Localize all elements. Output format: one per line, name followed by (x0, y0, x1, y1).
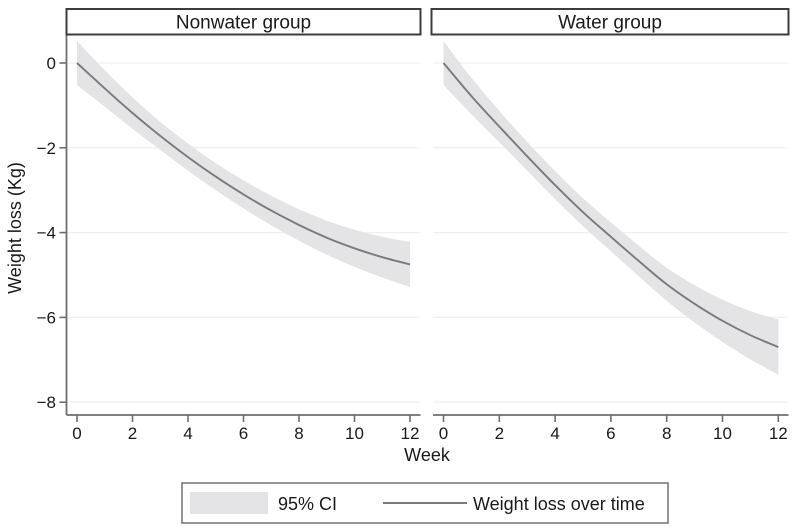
y-tick-label: −8 (37, 393, 56, 412)
panel-title-water: Water group (558, 13, 662, 34)
x-tick-label: 8 (294, 424, 303, 443)
y-tick-label: −6 (37, 308, 56, 327)
panel-title-nonwater: Nonwater group (176, 13, 311, 34)
x-tick-label: 0 (439, 424, 448, 443)
x-tick-label: 0 (72, 424, 81, 443)
legend-ci-label: 95% CI (278, 494, 337, 514)
y-tick-label: −2 (37, 139, 56, 158)
x-tick-label: 8 (662, 424, 671, 443)
x-tick-label: 6 (606, 424, 615, 443)
x-tick-label: 10 (345, 424, 364, 443)
x-tick-label: 4 (183, 424, 192, 443)
trend-line (76, 62, 411, 266)
panel-title-box-water (430, 8, 790, 36)
x-tick-label: 2 (128, 424, 137, 443)
x-axis-title: Week (404, 445, 451, 465)
ci-band (443, 41, 779, 375)
legend-line-label: Weight loss over time (473, 494, 645, 514)
y-tick-label: 0 (47, 54, 56, 73)
panel-title-box-nonwater (65, 8, 422, 36)
ci-band (77, 41, 410, 287)
x-tick-label: 4 (550, 424, 559, 443)
x-tick-label: 6 (239, 424, 248, 443)
legend: 95% CI Weight loss over time (181, 482, 669, 524)
x-tick-label: 2 (495, 424, 504, 443)
legend-ci-swatch (190, 492, 268, 514)
x-tick-label: 12 (769, 424, 788, 443)
plot-area: 0 2 4 6 8 10 12 0 2 4 6 8 10 12 0 −2 −4 −6 −8 (37, 35, 789, 443)
x-tick-label: 12 (401, 424, 420, 443)
y-axis-title: Weight loss (Kg) (5, 162, 25, 294)
x-tick-label: 10 (713, 424, 732, 443)
trend-line (442, 62, 779, 348)
y-tick-label: −4 (37, 224, 56, 243)
